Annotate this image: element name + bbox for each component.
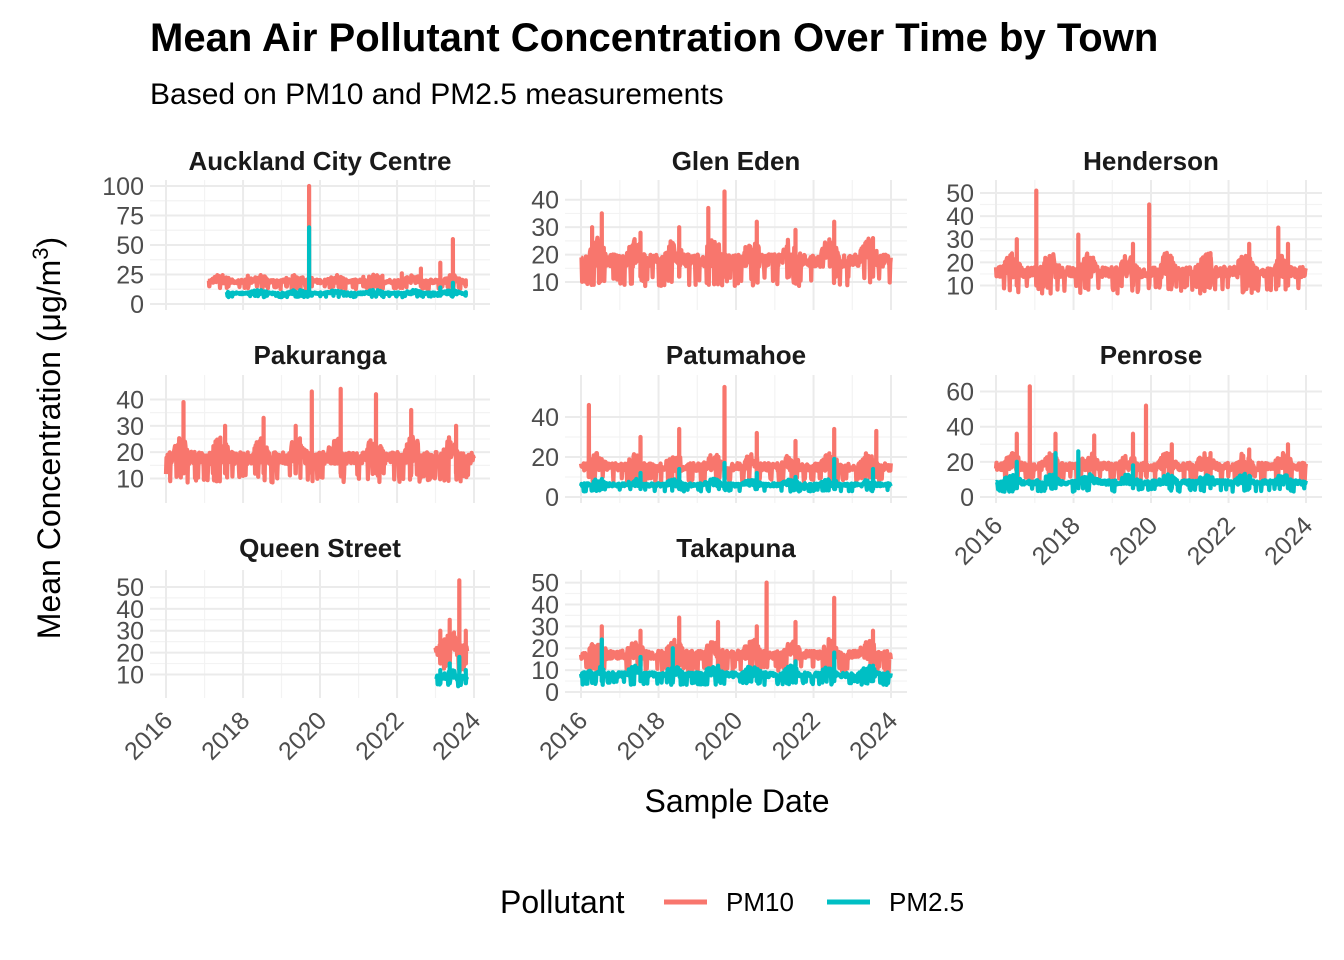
- y-axis-title: Mean Concentration (μg/m3): [28, 237, 67, 639]
- y-tick-label: 20: [946, 249, 974, 277]
- panel-title-penrose: Penrose: [1100, 340, 1203, 370]
- x-tick-label: 2022: [1182, 511, 1241, 570]
- panel-title-takapuna: Takapuna: [676, 533, 796, 563]
- y-tick-label: 20: [116, 640, 144, 668]
- legend: Pollutant PM10 PM2.5: [500, 884, 964, 920]
- y-tick-label: 10: [531, 657, 559, 685]
- x-tick-label: 2024: [427, 706, 486, 765]
- x-tick-label: 2018: [1027, 511, 1086, 570]
- y-tick-label: 40: [946, 203, 974, 231]
- y-tick-label: 30: [946, 226, 974, 254]
- series-line-pm2-5-penrose: [994, 449, 1308, 494]
- y-tick-label: 40: [116, 386, 144, 414]
- chart-subtitle: Based on PM10 and PM2.5 measurements: [150, 78, 724, 111]
- series-line-pm2-5-auckland-city-centre: [224, 225, 468, 300]
- y-tick-label: 40: [946, 414, 974, 442]
- y-tick-label: 0: [545, 679, 559, 707]
- x-tick-label: 2016: [534, 706, 593, 765]
- y-tick-label: 100: [102, 173, 144, 201]
- y-tick-label: 60: [946, 379, 974, 407]
- panel-title-patumahoe: Patumahoe: [666, 340, 806, 370]
- y-tick-label: 75: [116, 203, 144, 231]
- y-tick-label: 50: [946, 180, 974, 208]
- y-tick-label: 10: [116, 661, 144, 689]
- series-line-pm10-pakuranga: [163, 386, 476, 485]
- y-tick-label: 40: [116, 596, 144, 624]
- series-line-pm2-5-queen-street: [434, 654, 470, 689]
- y-tick-label: 0: [960, 484, 974, 512]
- y-tick-label: 50: [116, 574, 144, 602]
- x-tick-label: 2018: [612, 706, 671, 765]
- legend-title: Pollutant: [500, 884, 625, 920]
- y-tick-label: 50: [116, 232, 144, 260]
- y-tick-label: 50: [531, 570, 559, 598]
- y-axis-title-superscript: 3: [28, 247, 53, 259]
- series-line-pm10-penrose: [993, 384, 1308, 484]
- series-line-pm2-5-takapuna: [578, 637, 893, 687]
- y-tick-label: 0: [545, 484, 559, 512]
- x-tick-label: 2024: [844, 706, 903, 765]
- series-line-pm10-patumahoe: [578, 384, 893, 485]
- chart-title: Mean Air Pollutant Concentration Over Ti…: [150, 16, 1158, 60]
- x-tick-label: 2020: [689, 706, 748, 765]
- y-tick-label: 40: [531, 187, 559, 215]
- series-line-pm2-5-patumahoe: [578, 456, 893, 494]
- x-axis-title: Sample Date: [645, 783, 830, 819]
- y-axis-title-close: ): [31, 237, 67, 248]
- panel-title-auckland-city-centre: Auckland City Centre: [189, 146, 452, 176]
- x-tick-label: 2020: [1104, 511, 1163, 570]
- panel-penrose: Penrose 0 20 40 60 2016 2018 2020 2022 2024: [946, 340, 1322, 571]
- series-line-pm10-henderson: [993, 188, 1308, 296]
- series-line-pm10-auckland-city-centre: [206, 183, 468, 292]
- y-tick-label: 25: [116, 262, 144, 290]
- x-tick-label: 2016: [949, 511, 1008, 570]
- series-line-pm10-takapuna: [578, 580, 893, 675]
- y-tick-label: 20: [531, 444, 559, 472]
- series-line-pm10-glen-eden: [579, 189, 893, 289]
- legend-label-pm25: PM2.5: [889, 887, 964, 917]
- x-tick-label: 2022: [350, 706, 409, 765]
- y-tick-label: 10: [116, 466, 144, 494]
- y-tick-label: 30: [116, 413, 144, 441]
- panel-title-glen-eden: Glen Eden: [672, 146, 801, 176]
- x-tick-label: 2016: [119, 706, 178, 765]
- y-tick-label: 20: [531, 242, 559, 270]
- panel-title-queen-street: Queen Street: [239, 533, 401, 563]
- panel-title-pakuranga: Pakuranga: [254, 340, 387, 370]
- y-tick-label: 20: [946, 449, 974, 477]
- x-tick-label: 2018: [196, 706, 255, 765]
- y-tick-label: 0: [130, 291, 144, 319]
- panel-title-henderson: Henderson: [1083, 146, 1219, 176]
- x-tick-label: 2024: [1259, 511, 1318, 570]
- series-line-pm10-queen-street: [433, 578, 470, 674]
- y-tick-label: 30: [531, 214, 559, 242]
- y-tick-label: 20: [116, 439, 144, 467]
- y-tick-label: 40: [531, 404, 559, 432]
- y-axis-title-text: Mean Concentration (μg/m: [31, 260, 67, 640]
- y-tick-label: 10: [946, 272, 974, 300]
- x-tick-label: 2020: [273, 706, 332, 765]
- legend-label-pm10: PM10: [726, 887, 794, 917]
- y-tick-label: 30: [531, 613, 559, 641]
- y-tick-label: 40: [531, 591, 559, 619]
- y-tick-label: 10: [531, 269, 559, 297]
- panel-patumahoe: Patumahoe 0 20 40: [531, 340, 907, 512]
- y-tick-label: 20: [531, 635, 559, 663]
- x-tick-label: 2022: [767, 706, 826, 765]
- y-tick-label: 30: [116, 618, 144, 646]
